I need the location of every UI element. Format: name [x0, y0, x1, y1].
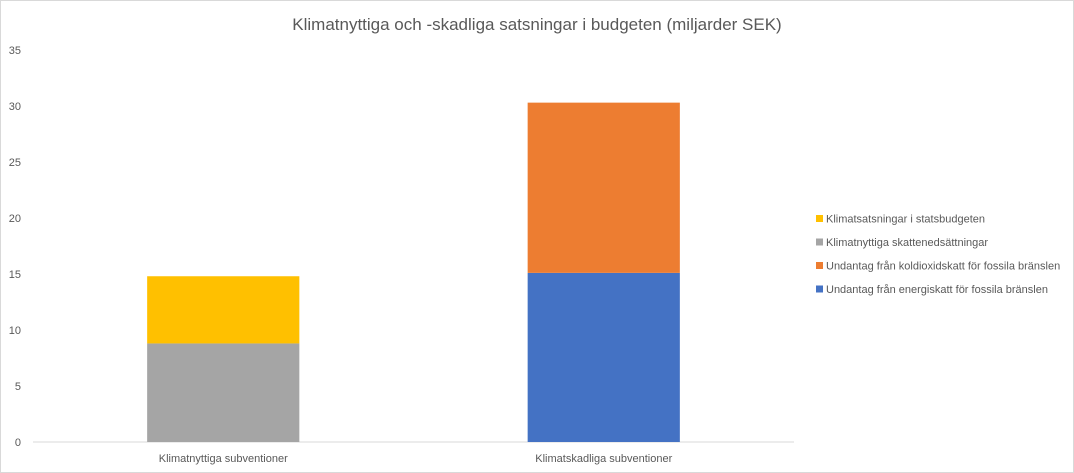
y-tick-label-15: 15: [9, 269, 21, 281]
legend-label-klimatnyttiga-skatteneds-ttningar: Klimatnyttiga skattenedsättningar: [826, 237, 988, 249]
bar-klimatskadliga-subventioner-undantag-fr-n-energiskatt-f-r-fossila-br-nslen: [527, 272, 680, 442]
y-tick-label-30: 30: [9, 101, 21, 113]
y-axis-ticks: 0 5 10 15 20 25 30 35: [9, 45, 21, 449]
legend-swatch-undantag-fr-n-energiskatt-f-r-fossila-br-nslen: [816, 285, 823, 293]
legend-swatch-undantag-fr-n-koldioxidskatt-f-r-fossila-br-nslen: [816, 262, 823, 269]
legend-label-undantag-fr-n-energiskatt-f-r-fossila-br-nslen: Undantag från energiskatt för fossila br…: [826, 284, 1048, 296]
bar-klimatnyttiga-subventioner-klimatsatsningar-i-statsbudgeten: [147, 276, 300, 344]
y-tick-label-5: 5: [15, 381, 21, 393]
y-tick-label-10: 10: [9, 325, 21, 337]
bar-klimatskadliga-subventioner-undantag-fr-n-koldioxidskatt-f-r-fossila-br-nslen: [527, 102, 680, 273]
bar-klimatnyttiga-subventioner-klimatnyttiga-skatteneds-ttningar: [147, 343, 300, 442]
legend-swatch-klimatnyttiga-skatteneds-ttningar: [816, 238, 823, 246]
x-axis-labels: Klimatnyttiga subventioner Klimatskadliga…: [159, 453, 673, 465]
x-tick-label-1: Klimatskadliga subventioner: [535, 453, 672, 465]
y-tick-label-0: 0: [15, 437, 21, 449]
legend-label-undantag-fr-n-koldioxidskatt-f-r-fossila-br-nslen: Undantag från koldioxidskatt för fossila…: [826, 261, 1060, 273]
bars-group: [147, 102, 680, 442]
chart-title: Klimatnyttiga och -skadliga satsningar i…: [292, 15, 781, 34]
legend-swatch-klimatsatsningar-i-statsbudgeten: [816, 215, 823, 222]
x-tick-label-0: Klimatnyttiga subventioner: [159, 453, 288, 465]
y-tick-label-25: 25: [9, 157, 21, 169]
legend: Klimatsatsningar i statsbudgeten Klimatny…: [816, 214, 1060, 296]
y-tick-label-20: 20: [9, 213, 21, 225]
legend-label-klimatsatsningar-i-statsbudgeten: Klimatsatsningar i statsbudgeten: [826, 214, 985, 226]
y-tick-label-35: 35: [9, 45, 21, 57]
